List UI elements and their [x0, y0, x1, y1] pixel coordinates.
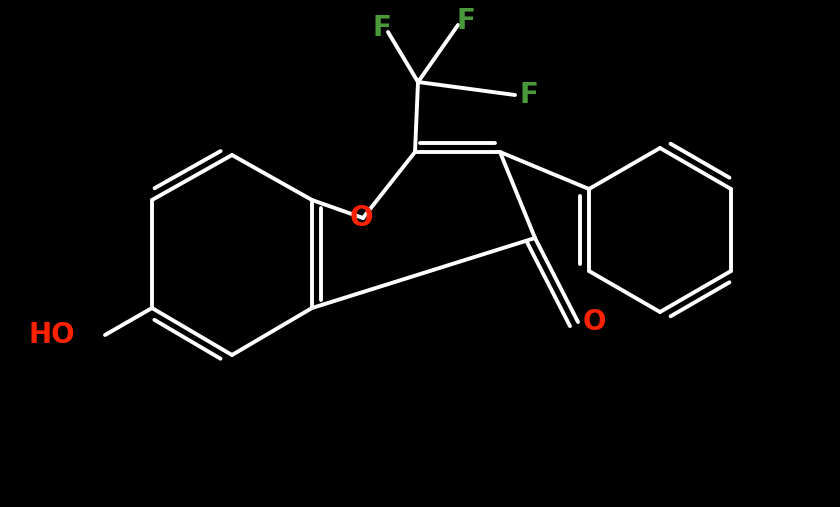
Text: F: F: [373, 14, 391, 42]
Text: F: F: [457, 7, 475, 35]
Text: HO: HO: [29, 321, 76, 349]
Text: O: O: [349, 204, 373, 232]
Text: F: F: [520, 81, 538, 109]
Text: O: O: [582, 308, 606, 336]
